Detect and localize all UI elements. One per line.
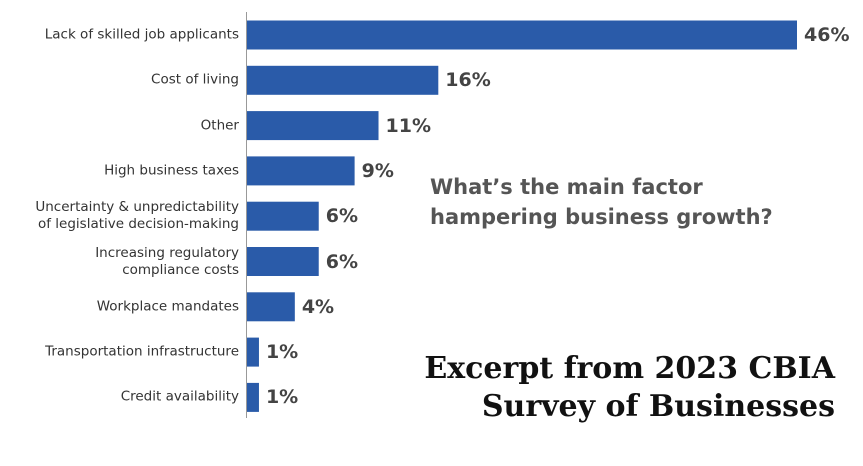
- category-label: Transportation infrastructure: [45, 343, 239, 360]
- value-label: 4%: [301, 295, 335, 318]
- category-label: Cost of living: [151, 71, 239, 88]
- bar: [247, 337, 259, 367]
- bar: [247, 65, 439, 95]
- value-label: 9%: [361, 159, 394, 182]
- category-label: Uncertainty & unpredictability of legisl…: [35, 199, 239, 233]
- bar: [247, 201, 319, 231]
- annotation: What’s the main factor hampering busines…: [430, 175, 773, 229]
- value-label: 46%: [804, 24, 850, 46]
- category-label: Credit availability: [120, 388, 239, 405]
- category-label: High business taxes: [104, 162, 239, 179]
- value-label: 6%: [325, 205, 358, 228]
- value-label: 1%: [265, 386, 299, 409]
- value-label: 16%: [445, 69, 491, 92]
- bar: [247, 111, 379, 141]
- category-label: Other: [200, 117, 239, 134]
- bar: [247, 156, 355, 186]
- value-label: 1%: [265, 341, 299, 364]
- bar: [247, 20, 797, 50]
- bar: [247, 292, 295, 322]
- bar: [247, 247, 319, 276]
- bar: [247, 382, 259, 412]
- category-label: Increasing regulatory compliance costs: [95, 244, 239, 278]
- category-label: Lack of skilled job applicants: [44, 26, 239, 43]
- category-label: Workplace mandates: [96, 298, 239, 315]
- value-label: 6%: [325, 250, 358, 273]
- value-label: 11%: [385, 114, 431, 137]
- caption: Excerpt from 2023 CBIA Survey of Busines…: [424, 351, 835, 424]
